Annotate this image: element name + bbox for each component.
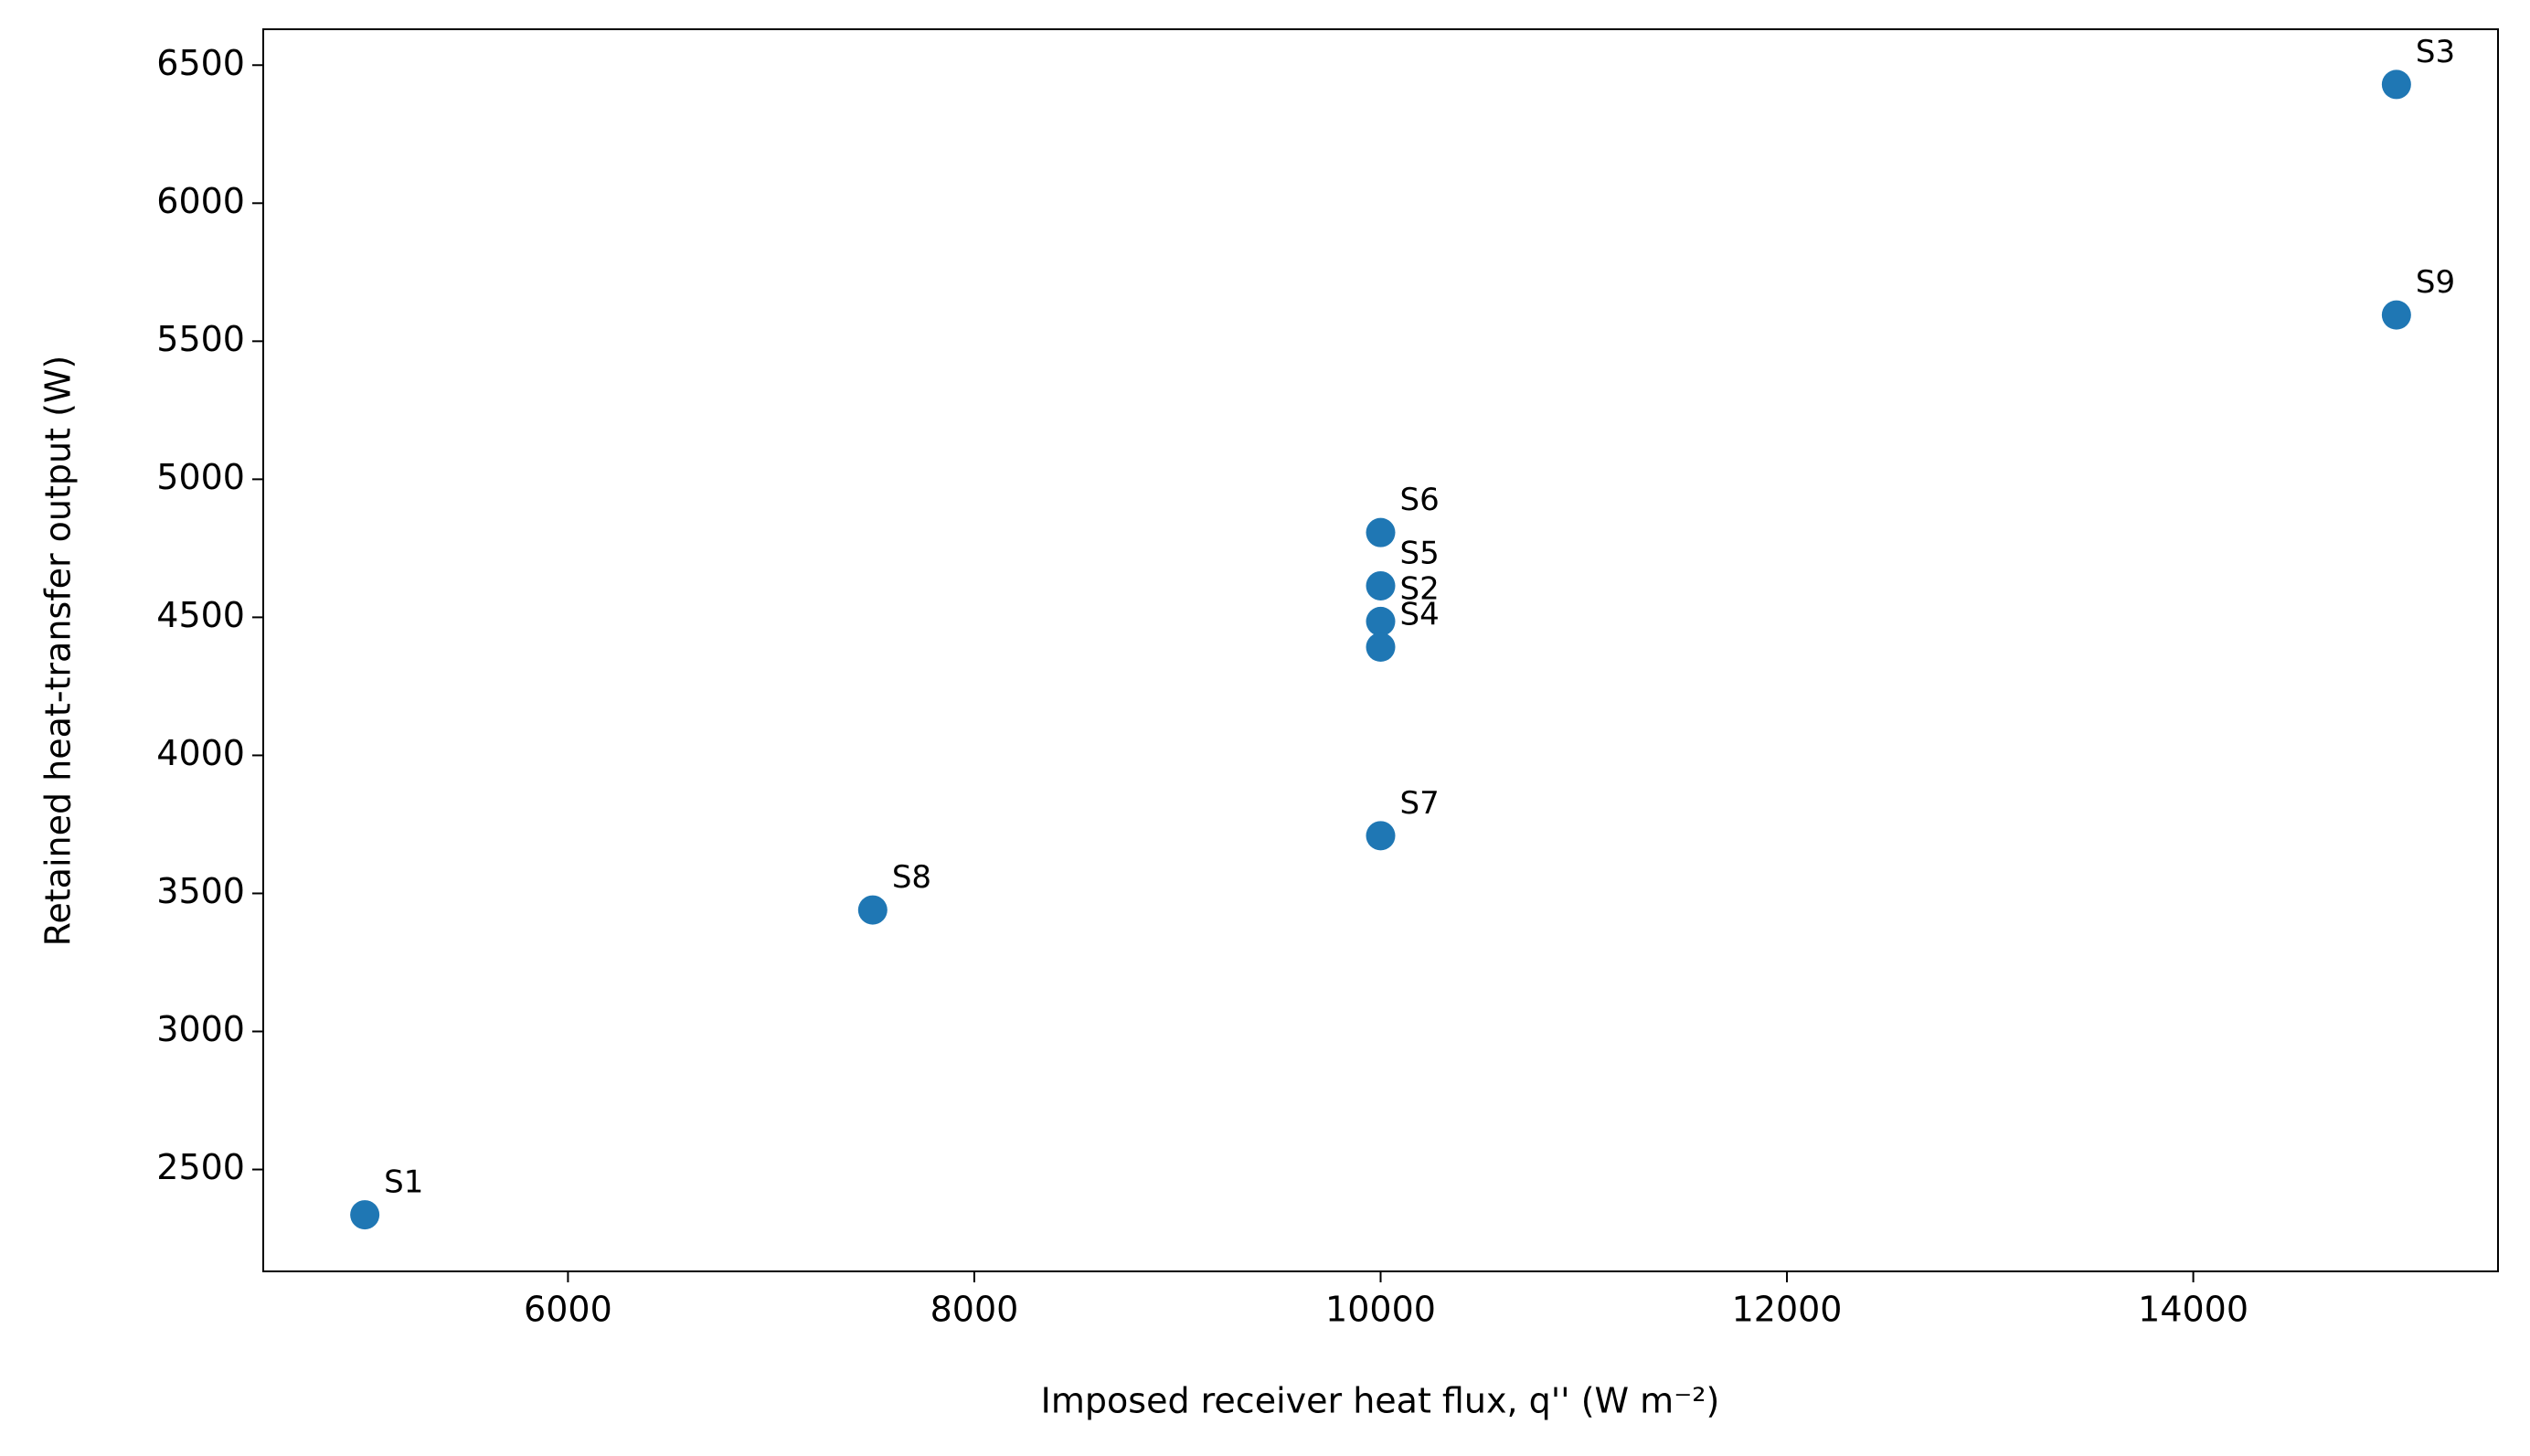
y-tick-label: 4500	[156, 595, 245, 635]
point	[1366, 632, 1396, 663]
point	[1366, 606, 1396, 636]
y-tick-label: 3500	[156, 871, 245, 911]
x-tick-label: 12000	[1732, 1290, 1843, 1330]
x-axis-label: Imposed receiver heat flux, q'' (W m⁻²)	[1041, 1381, 1720, 1421]
y-tick-label: 5000	[156, 457, 245, 497]
y-axis-label: Retained heat-transfer output (W)	[38, 356, 79, 947]
point-label: S1	[384, 1164, 423, 1201]
x-tick-label: 10000	[1325, 1290, 1436, 1330]
point	[350, 1200, 380, 1230]
y-tick-label: 4000	[156, 733, 245, 773]
point	[1366, 570, 1396, 600]
x-tick-label: 8000	[930, 1290, 1019, 1330]
point-label: S6	[1400, 482, 1440, 518]
point-label: S2	[1400, 570, 1440, 607]
y-tick-label: 2500	[156, 1147, 245, 1187]
x-tick-label: 6000	[524, 1290, 612, 1330]
point	[1366, 821, 1396, 851]
y-tick-label: 6500	[156, 43, 245, 83]
point-label: S3	[2416, 34, 2455, 70]
plot-frame	[262, 28, 2499, 1272]
point	[857, 895, 888, 925]
x-tick-label: 14000	[2138, 1290, 2248, 1330]
y-tick-label: 6000	[156, 181, 245, 221]
point	[2381, 300, 2411, 330]
point-label: S4	[1400, 597, 1440, 633]
point	[1366, 517, 1396, 547]
point-label: S8	[892, 859, 931, 896]
y-tick-label: 5500	[156, 319, 245, 359]
point-label: S5	[1400, 535, 1440, 571]
point-label: S9	[2416, 264, 2455, 301]
point	[2381, 69, 2411, 100]
point-label: S7	[1400, 785, 1440, 822]
y-tick-label: 3000	[156, 1009, 245, 1049]
